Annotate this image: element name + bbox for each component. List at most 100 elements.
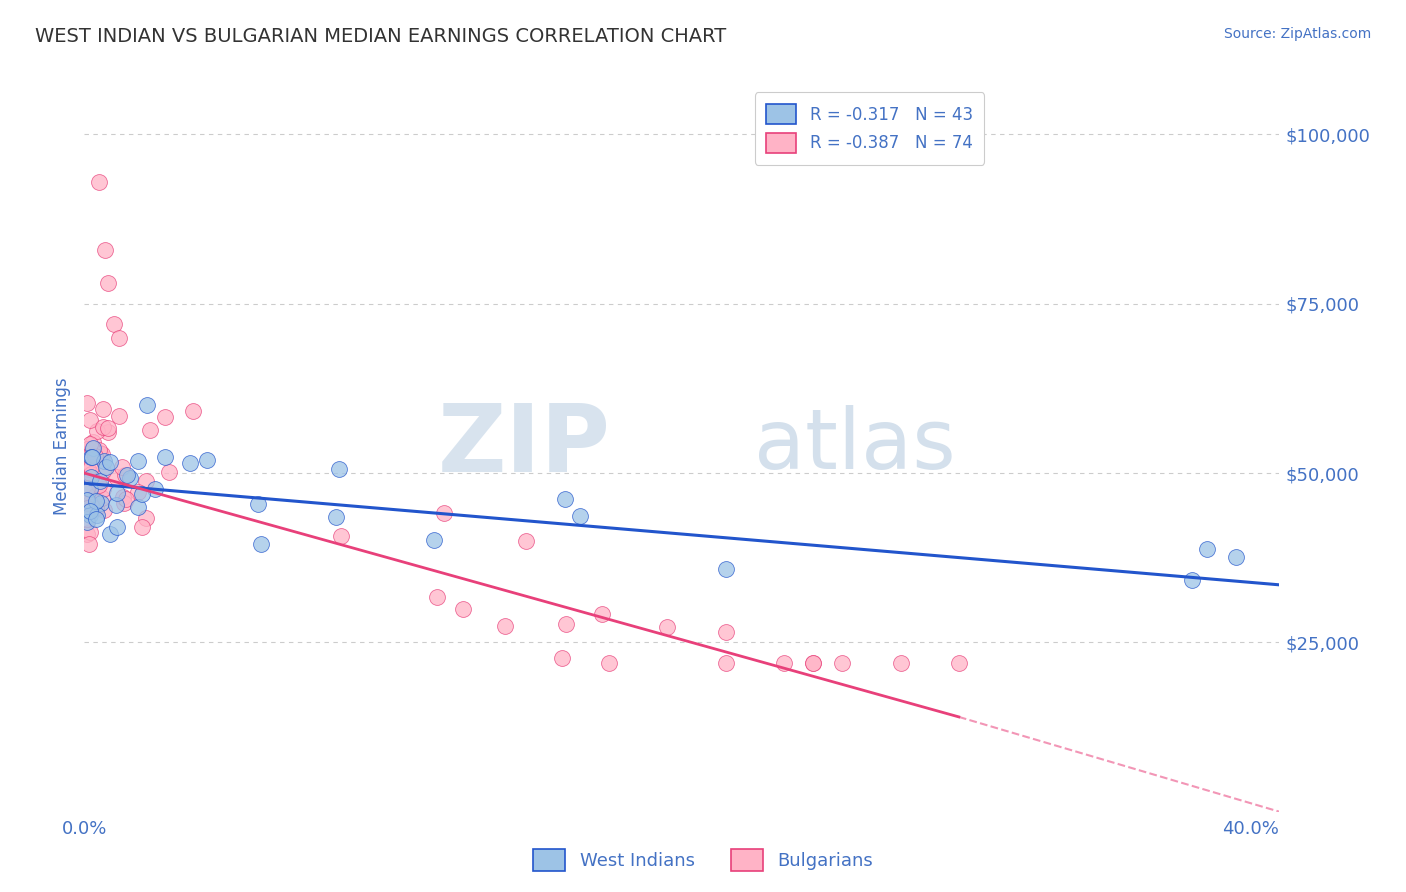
Point bbox=[453, 602, 475, 616]
Point bbox=[76, 495, 98, 509]
Point bbox=[155, 450, 177, 464]
Point bbox=[98, 455, 121, 469]
Point bbox=[426, 590, 449, 604]
Point bbox=[76, 481, 98, 495]
Point bbox=[948, 656, 970, 670]
Point bbox=[80, 450, 103, 464]
Point bbox=[801, 656, 824, 670]
Text: atlas: atlas bbox=[754, 406, 955, 486]
Point bbox=[328, 462, 350, 476]
Point bbox=[246, 497, 269, 511]
Point bbox=[90, 491, 112, 505]
Text: WEST INDIAN VS BULGARIAN MEDIAN EARNINGS CORRELATION CHART: WEST INDIAN VS BULGARIAN MEDIAN EARNINGS… bbox=[35, 27, 727, 45]
Point bbox=[76, 512, 98, 526]
Point bbox=[114, 467, 136, 482]
Point bbox=[80, 470, 103, 484]
Point bbox=[93, 503, 115, 517]
Point bbox=[112, 490, 135, 504]
Point bbox=[77, 537, 100, 551]
Point bbox=[94, 460, 117, 475]
Point bbox=[94, 243, 117, 257]
Point bbox=[138, 423, 160, 437]
Point bbox=[131, 486, 153, 500]
Point bbox=[773, 656, 796, 670]
Point bbox=[1195, 541, 1218, 556]
Point bbox=[714, 656, 737, 670]
Point bbox=[76, 442, 98, 456]
Point bbox=[87, 175, 110, 189]
Point bbox=[84, 501, 107, 516]
Point bbox=[87, 443, 110, 458]
Point bbox=[598, 656, 620, 670]
Point bbox=[90, 496, 112, 510]
Point bbox=[82, 450, 104, 464]
Legend: West Indians, Bulgarians: West Indians, Bulgarians bbox=[526, 842, 880, 879]
Point bbox=[91, 464, 114, 478]
Point bbox=[153, 409, 176, 424]
Point bbox=[801, 656, 824, 670]
Point bbox=[84, 489, 107, 503]
Point bbox=[107, 520, 129, 534]
Point bbox=[135, 398, 157, 412]
Point bbox=[86, 493, 108, 508]
Point bbox=[79, 503, 101, 517]
Point bbox=[714, 625, 737, 640]
Point bbox=[127, 500, 149, 514]
Point bbox=[91, 402, 114, 417]
Point bbox=[195, 453, 218, 467]
Point bbox=[250, 537, 273, 551]
Point bbox=[97, 277, 120, 291]
Point bbox=[79, 496, 101, 510]
Point bbox=[100, 526, 122, 541]
Point bbox=[76, 447, 98, 461]
Point bbox=[179, 456, 201, 470]
Point bbox=[86, 512, 108, 526]
Point bbox=[80, 459, 103, 474]
Legend: R = -0.317   N = 43, R = -0.387   N = 74: R = -0.317 N = 43, R = -0.387 N = 74 bbox=[755, 92, 984, 165]
Point bbox=[86, 424, 108, 438]
Point bbox=[135, 474, 157, 488]
Point bbox=[79, 436, 101, 450]
Point bbox=[79, 525, 101, 540]
Point bbox=[143, 483, 166, 497]
Point bbox=[90, 447, 112, 461]
Point bbox=[591, 607, 613, 622]
Text: ZIP: ZIP bbox=[437, 400, 610, 492]
Point bbox=[831, 656, 853, 670]
Point bbox=[86, 508, 108, 522]
Point bbox=[79, 467, 101, 481]
Point bbox=[76, 500, 98, 515]
Point bbox=[423, 533, 446, 548]
Point bbox=[112, 496, 135, 510]
Point bbox=[131, 520, 153, 534]
Point bbox=[79, 508, 101, 522]
Point bbox=[1225, 549, 1247, 564]
Point bbox=[77, 462, 100, 476]
Point bbox=[1181, 573, 1204, 587]
Point bbox=[657, 620, 679, 634]
Point bbox=[111, 460, 134, 475]
Point bbox=[93, 454, 115, 468]
Point bbox=[515, 534, 537, 549]
Point bbox=[159, 465, 181, 479]
Point bbox=[135, 510, 157, 524]
Text: Source: ZipAtlas.com: Source: ZipAtlas.com bbox=[1223, 27, 1371, 41]
Point bbox=[82, 500, 104, 514]
Y-axis label: Median Earnings: Median Earnings bbox=[53, 377, 72, 515]
Point bbox=[550, 651, 572, 665]
Point bbox=[103, 317, 125, 331]
Point bbox=[889, 656, 911, 670]
Point bbox=[80, 442, 103, 456]
Point bbox=[105, 470, 128, 484]
Point bbox=[105, 499, 128, 513]
Point bbox=[714, 562, 737, 576]
Point bbox=[76, 492, 98, 507]
Point bbox=[494, 619, 516, 633]
Point bbox=[554, 491, 576, 506]
Point bbox=[554, 617, 576, 632]
Point bbox=[97, 420, 120, 434]
Point bbox=[108, 331, 131, 345]
Point bbox=[76, 515, 98, 529]
Point bbox=[127, 485, 149, 500]
Point bbox=[79, 413, 101, 427]
